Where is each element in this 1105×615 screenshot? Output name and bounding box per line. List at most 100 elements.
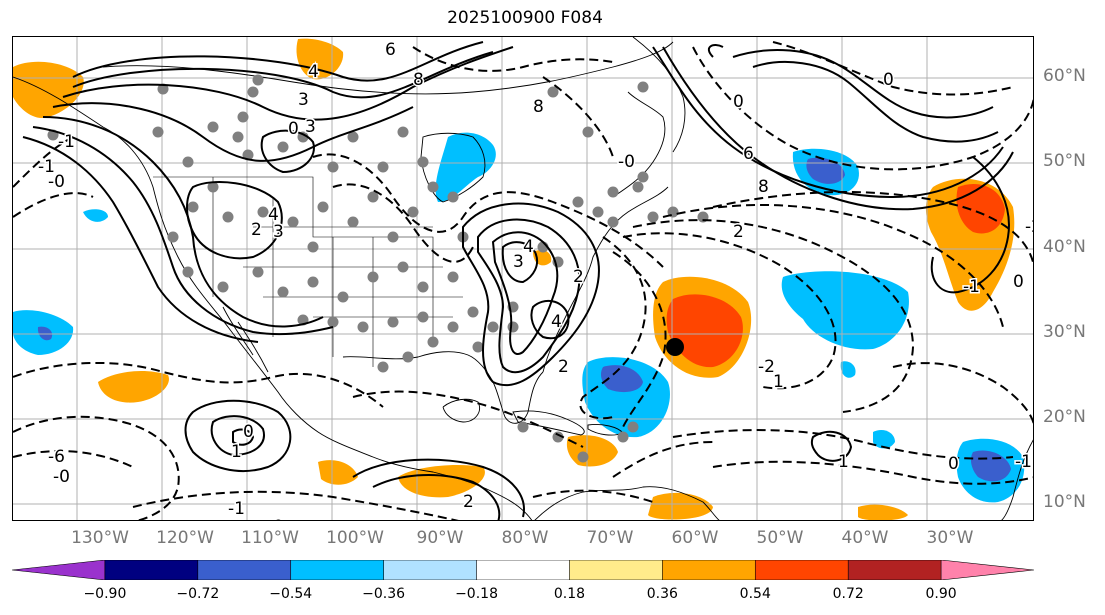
contour-label: -1 <box>228 499 245 519</box>
contour-dashed-12 <box>13 192 94 218</box>
contour-dashed-19 <box>612 441 714 478</box>
station-dot <box>182 156 194 168</box>
coastlines <box>13 37 1033 520</box>
station-dot <box>402 351 414 363</box>
station-dot <box>307 276 319 288</box>
contour-solid-22 <box>232 428 255 446</box>
contours-dashed <box>13 41 1033 520</box>
orange-patch-canada <box>296 38 344 80</box>
contour-dashed-8 <box>712 191 1033 267</box>
station-dot <box>467 306 479 318</box>
coast-greenland <box>632 37 686 153</box>
longitude-label: 100°W <box>326 528 384 548</box>
red-patch-east-atlantic <box>956 183 1005 234</box>
station-dot <box>277 286 289 298</box>
contour-dashed-17 <box>672 429 1014 460</box>
storm-center-marker <box>666 338 684 356</box>
contour-label: 0 <box>1013 272 1024 292</box>
contour-solid-4 <box>52 102 414 162</box>
map-canvas: 68430343210-1-0-1432426802-2-2-110-10-0-… <box>13 37 1033 521</box>
station-dot <box>347 216 359 228</box>
colorbar-tick-label: −0.90 <box>83 586 127 602</box>
contour-solid-23 <box>352 458 525 518</box>
station-dot <box>647 211 659 223</box>
station-dot <box>387 316 399 328</box>
station-dot <box>387 231 399 243</box>
contour-label: 2 <box>463 492 474 512</box>
contour-dashed-15 <box>13 450 134 468</box>
contour-dashed-13 <box>13 361 384 408</box>
contour-dashed-20 <box>412 46 614 72</box>
station-dot <box>232 131 244 143</box>
contour-solid-10 <box>462 202 600 387</box>
contour-solid-5 <box>42 116 324 328</box>
darkblue-patch-north-atlantic <box>806 157 845 184</box>
contour-label: -0 <box>618 152 635 172</box>
contour-label: -2 <box>758 357 775 377</box>
longitude-label: 30°W <box>926 528 974 548</box>
contour-dashed-10 <box>772 41 1014 96</box>
contour-solid-3 <box>62 46 514 121</box>
contour-solid-18 <box>752 61 999 143</box>
coast-south-america <box>534 486 720 520</box>
station-dot <box>447 191 459 203</box>
colorbar-segment <box>940 560 1034 580</box>
colorbar <box>12 560 1034 580</box>
contour-label: 0 <box>243 422 254 442</box>
colorbar-segment <box>569 560 664 580</box>
darkblue-patch-pacific <box>37 326 53 341</box>
latitude-label: 20°N <box>1043 407 1086 427</box>
contour-label: 1 <box>231 442 242 462</box>
station-dot <box>507 321 519 333</box>
station-dot <box>337 291 349 303</box>
coast-baja <box>222 306 269 373</box>
contour-dashed-2 <box>332 183 474 263</box>
station-dot <box>607 216 619 228</box>
coast-east-us <box>542 186 669 373</box>
contour-label: 0 <box>883 70 894 90</box>
contour-label: -0 <box>48 172 65 192</box>
station-dot <box>182 266 194 278</box>
colorbar-segment <box>383 560 478 580</box>
station-dot <box>222 211 234 223</box>
contour-dashed-14 <box>13 415 180 520</box>
contour-label: -1 <box>38 157 55 177</box>
station-dot <box>307 241 319 253</box>
shading-layer <box>13 38 1025 520</box>
colorbar-tick-label: −0.72 <box>176 586 220 602</box>
orange-patch-venezuela <box>566 435 618 467</box>
station-dot <box>547 86 559 98</box>
contour-label: 0 <box>273 517 284 521</box>
latitude-label: 60°N <box>1043 66 1086 86</box>
longitude-label: 120°W <box>156 528 214 548</box>
orange-patch-pacific-south <box>318 460 358 485</box>
station-dot <box>207 181 219 193</box>
longitude-label: 130°W <box>71 528 129 548</box>
contour-label: 6 <box>385 40 396 60</box>
station-dot <box>417 156 429 168</box>
station-dot <box>257 206 269 218</box>
orange-patch-central-america <box>398 465 485 498</box>
station-dot <box>327 316 339 328</box>
colorbar-tick-label: −0.36 <box>362 586 406 602</box>
coast-west-africa <box>1001 439 1033 520</box>
contour-label: 4 <box>268 205 279 225</box>
colorbar-segment <box>290 560 385 580</box>
station-dot <box>252 266 264 278</box>
contour-label: 8 <box>758 177 769 197</box>
station-dot <box>347 131 359 143</box>
contour-dashed-3 <box>579 236 647 420</box>
coast-yucatan <box>442 398 480 423</box>
station-dot <box>217 281 229 293</box>
longitude-label: 60°W <box>671 528 719 548</box>
station-dot <box>247 86 259 98</box>
station-dot <box>377 361 389 373</box>
contour-solid-20 <box>184 399 292 473</box>
contour-label: -1 <box>1015 452 1032 472</box>
station-dot <box>287 216 299 228</box>
blue-patch-atlantic-small <box>873 430 895 449</box>
station-dot <box>237 111 249 123</box>
red-patch-atlantic <box>666 294 743 368</box>
darkblue-patch-caribbean <box>600 365 643 393</box>
coast-states-borders <box>153 176 463 367</box>
